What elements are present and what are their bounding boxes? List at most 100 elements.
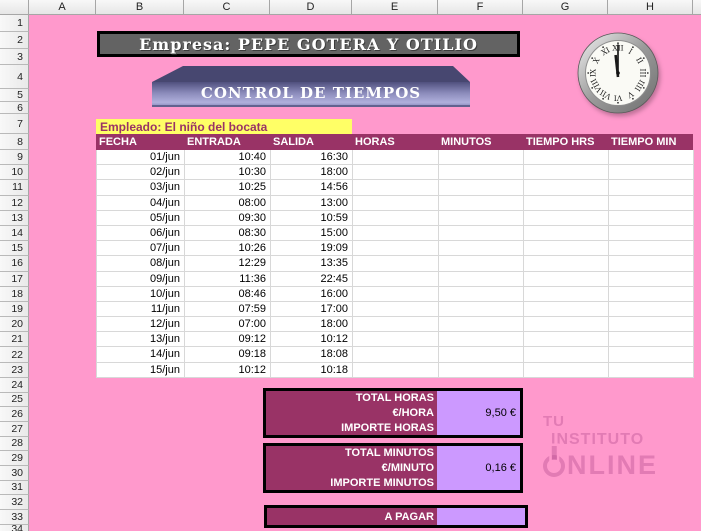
row-header-23[interactable]: 23 xyxy=(0,362,29,378)
cell-fecha[interactable]: 05/jun xyxy=(97,210,185,226)
cell-fecha[interactable]: 01/jun xyxy=(97,150,185,166)
cell-salida[interactable]: 13:00 xyxy=(271,195,353,211)
row-header-10[interactable]: 10 xyxy=(0,165,29,181)
cell-fecha[interactable]: 04/jun xyxy=(97,195,185,211)
cell-horas[interactable] xyxy=(353,180,439,196)
table-header-cell[interactable]: HORAS xyxy=(355,136,395,148)
table-header-cell[interactable]: TIEMPO MIN xyxy=(611,136,677,148)
sheet-area[interactable]: Empresa: PEPE GOTERA Y OTILIO CONTROL DE… xyxy=(29,15,701,531)
row-header-33[interactable]: 33 xyxy=(0,510,29,525)
cell-salida[interactable]: 15:00 xyxy=(271,225,353,242)
row-header-22[interactable]: 22 xyxy=(0,347,29,363)
cell-horas[interactable] xyxy=(353,301,439,318)
select-all-corner[interactable] xyxy=(0,0,29,15)
cell-salida[interactable]: 16:30 xyxy=(271,150,353,166)
a-pagar-value-cell[interactable] xyxy=(437,508,525,525)
cell-horas[interactable] xyxy=(353,362,439,378)
total-value-cell[interactable] xyxy=(437,391,520,406)
cell-horas[interactable] xyxy=(353,150,439,166)
cell-entrada[interactable]: 10:40 xyxy=(185,150,271,166)
cell-tiempo_hrs[interactable] xyxy=(524,317,609,333)
cell-horas[interactable] xyxy=(353,317,439,333)
row-header-1[interactable]: 1 xyxy=(0,15,29,32)
cell-salida[interactable]: 16:00 xyxy=(271,286,353,302)
cell-fecha[interactable]: 06/jun xyxy=(97,225,185,242)
cell-entrada[interactable]: 10:30 xyxy=(185,165,271,181)
cell-horas[interactable] xyxy=(353,347,439,363)
row-header-16[interactable]: 16 xyxy=(0,256,29,272)
cell-tiempo_hrs[interactable] xyxy=(524,286,609,302)
row-header-32[interactable]: 32 xyxy=(0,495,29,510)
cell-tiempo_min[interactable] xyxy=(609,362,694,378)
cell-salida[interactable]: 18:00 xyxy=(271,317,353,333)
row-header-14[interactable]: 14 xyxy=(0,225,29,242)
cell-minutos[interactable] xyxy=(439,225,524,242)
cell-tiempo_hrs[interactable] xyxy=(524,271,609,287)
cell-entrada[interactable]: 07:59 xyxy=(185,301,271,318)
table-header-cell[interactable]: ENTRADA xyxy=(187,136,241,148)
cell-entrada[interactable]: 10:12 xyxy=(185,362,271,378)
cell-entrada[interactable]: 09:12 xyxy=(185,332,271,348)
cell-minutos[interactable] xyxy=(439,317,524,333)
cell-salida[interactable]: 22:45 xyxy=(271,271,353,287)
cell-salida[interactable]: 10:12 xyxy=(271,332,353,348)
row-header-15[interactable]: 15 xyxy=(0,241,29,257)
cell-tiempo_hrs[interactable] xyxy=(524,362,609,378)
total-value-cell[interactable]: 0,16 € xyxy=(485,462,516,474)
cell-horas[interactable] xyxy=(353,271,439,287)
cell-minutos[interactable] xyxy=(439,301,524,318)
cell-tiempo_hrs[interactable] xyxy=(524,165,609,181)
row-header-18[interactable]: 18 xyxy=(0,286,29,302)
cell-tiempo_min[interactable] xyxy=(609,332,694,348)
cell-fecha[interactable]: 03/jun xyxy=(97,180,185,196)
total-value-cell[interactable] xyxy=(437,420,520,435)
cell-tiempo_min[interactable] xyxy=(609,301,694,318)
row-header-4[interactable]: 4 xyxy=(0,65,29,89)
cell-tiempo_hrs[interactable] xyxy=(524,241,609,257)
row-header-13[interactable]: 13 xyxy=(0,210,29,226)
cell-tiempo_min[interactable] xyxy=(609,256,694,272)
cell-entrada[interactable]: 08:46 xyxy=(185,286,271,302)
cell-tiempo_hrs[interactable] xyxy=(524,332,609,348)
cell-minutos[interactable] xyxy=(439,165,524,181)
column-header-G[interactable]: G xyxy=(523,0,608,15)
row-header-29[interactable]: 29 xyxy=(0,451,29,466)
cell-minutos[interactable] xyxy=(439,210,524,226)
cell-minutos[interactable] xyxy=(439,180,524,196)
cell-salida[interactable]: 10:59 xyxy=(271,210,353,226)
cell-fecha[interactable]: 15/jun xyxy=(97,362,185,378)
row-header-27[interactable]: 27 xyxy=(0,421,29,437)
total-value-cell[interactable] xyxy=(437,446,520,461)
row-header-34[interactable]: 34 xyxy=(0,523,29,531)
table-header-cell[interactable]: FECHA xyxy=(99,136,137,148)
row-header-5[interactable]: 5 xyxy=(0,89,29,102)
cell-salida[interactable]: 19:09 xyxy=(271,241,353,257)
cell-tiempo_hrs[interactable] xyxy=(524,256,609,272)
cell-fecha[interactable]: 13/jun xyxy=(97,332,185,348)
total-value-cell[interactable] xyxy=(437,475,520,490)
row-header-12[interactable]: 12 xyxy=(0,195,29,211)
cell-minutos[interactable] xyxy=(439,271,524,287)
cell-tiempo_min[interactable] xyxy=(609,195,694,211)
cell-entrada[interactable]: 11:36 xyxy=(185,271,271,287)
cell-salida[interactable]: 10:18 xyxy=(271,362,353,378)
cell-fecha[interactable]: 09/jun xyxy=(97,271,185,287)
cell-horas[interactable] xyxy=(353,332,439,348)
row-header-26[interactable]: 26 xyxy=(0,407,29,422)
cell-entrada[interactable]: 08:30 xyxy=(185,225,271,242)
employee-label-cell[interactable]: Empleado: El niño del bocata xyxy=(96,119,352,134)
cell-entrada[interactable]: 09:18 xyxy=(185,347,271,363)
cell-minutos[interactable] xyxy=(439,150,524,166)
row-header-3[interactable]: 3 xyxy=(0,49,29,65)
column-header-B[interactable]: B xyxy=(96,0,184,15)
cell-horas[interactable] xyxy=(353,225,439,242)
cell-horas[interactable] xyxy=(353,210,439,226)
cell-horas[interactable] xyxy=(353,286,439,302)
cell-tiempo_min[interactable] xyxy=(609,225,694,242)
cell-fecha[interactable]: 02/jun xyxy=(97,165,185,181)
cell-salida[interactable]: 17:00 xyxy=(271,301,353,318)
row-header-20[interactable]: 20 xyxy=(0,317,29,333)
cell-salida[interactable]: 18:08 xyxy=(271,347,353,363)
row-header-7[interactable]: 7 xyxy=(0,114,29,134)
cell-tiempo_hrs[interactable] xyxy=(524,195,609,211)
